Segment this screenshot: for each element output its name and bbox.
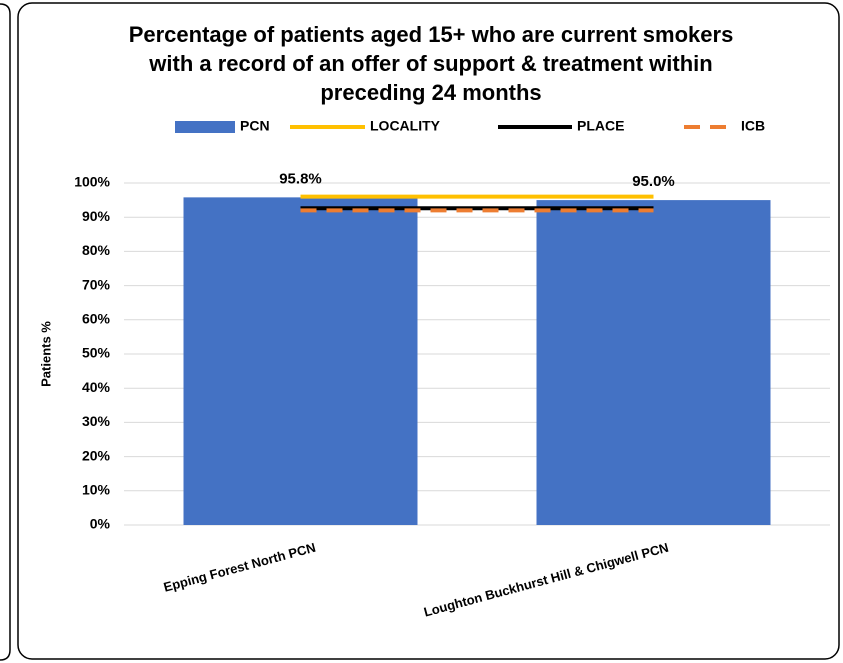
y-tick-label: 60% [82, 311, 111, 327]
legend-label: LOCALITY [370, 118, 441, 134]
bar [536, 200, 771, 525]
y-tick-label: 100% [74, 174, 110, 190]
value-label: 95.0% [632, 173, 675, 190]
y-tick-label: 80% [82, 242, 111, 258]
legend-label: ICB [741, 118, 765, 134]
y-tick-label: 0% [90, 516, 111, 532]
value-label: 95.8% [279, 170, 322, 187]
y-tick-label: 90% [82, 208, 111, 224]
legend-label: PCN [240, 118, 270, 134]
y-tick-label: 40% [82, 379, 111, 395]
y-tick-label: 50% [82, 345, 111, 361]
y-tick-label: 10% [82, 482, 111, 498]
bar [183, 197, 418, 525]
y-tick-label: 70% [82, 276, 111, 292]
legend-swatch [175, 121, 235, 133]
chart-title: Percentage of patients aged 15+ who are … [128, 22, 734, 105]
side-panel-edge [0, 3, 11, 661]
y-tick-label: 30% [82, 413, 111, 429]
y-axis-label: Patients % [38, 321, 53, 387]
y-tick-label: 20% [82, 447, 111, 463]
legend-label: PLACE [577, 118, 624, 134]
